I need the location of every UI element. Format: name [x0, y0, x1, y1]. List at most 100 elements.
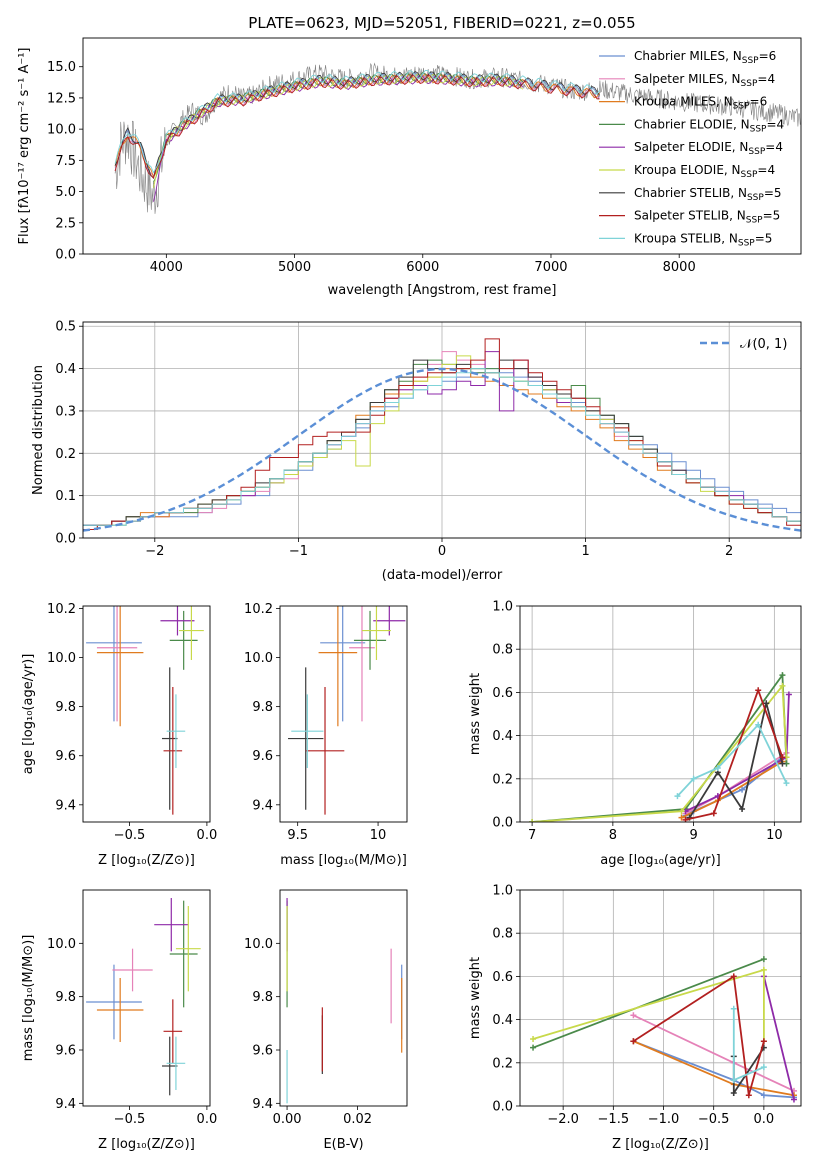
y-tick-label: 9.4	[252, 1097, 273, 1112]
weight-line	[532, 958, 765, 1049]
y-tick-label: 9.6	[55, 1044, 76, 1059]
weight-marker	[779, 672, 786, 679]
x-tick-label: 0.0	[197, 828, 218, 843]
weight-marker	[714, 765, 721, 771]
x-tick-label: 0	[438, 544, 446, 559]
model-spectrum-line	[153, 73, 524, 188]
weight-marker	[763, 700, 770, 707]
x-tick-label: 8	[609, 828, 617, 843]
age_vs_z-axes	[79, 608, 208, 826]
y-tick-label: 0.0	[55, 532, 76, 547]
age_vs_z-frame	[82, 605, 211, 823]
y-tick-label: 10.2	[244, 602, 273, 617]
age_vs_mass-frame	[279, 605, 408, 823]
y-tick-label: 10.0	[47, 123, 76, 138]
spectrum-frame	[82, 37, 802, 255]
mass_vs_z-points	[86, 898, 201, 1096]
weight-line	[632, 974, 765, 1096]
legend-label: Chabrier ELODIE, NSSP=4	[634, 117, 784, 134]
weight-line	[685, 687, 784, 821]
weight-marker	[755, 687, 762, 694]
y-tick-label: 7.5	[55, 154, 76, 169]
weight-marker	[730, 1090, 737, 1097]
weight-marker	[630, 1038, 637, 1045]
y-axis-label: mass [log₁₀(M/M⊙)]	[21, 935, 36, 1062]
weight-marker	[745, 1092, 752, 1099]
y-tick-label: 0.8	[492, 643, 513, 658]
residuals-axes	[79, 322, 801, 542]
y-tick-label: 9.8	[252, 700, 273, 715]
weight-marker	[760, 1064, 767, 1071]
y-tick-label: 5.0	[55, 185, 76, 200]
legend-label: Salpeter ELODIE, NSSP=4	[634, 140, 783, 157]
x-tick-label: 8000	[663, 260, 696, 275]
y-tick-label: 9.6	[252, 1044, 273, 1059]
legend-label: 𝒩(0, 1)	[740, 337, 787, 352]
weight-marker	[730, 973, 737, 980]
residuals-frame	[82, 321, 802, 539]
weight-marker	[779, 754, 786, 761]
legend-label: Salpeter MILES, NSSP=4	[634, 72, 775, 89]
y-tick-label: 9.8	[55, 990, 76, 1005]
y-tick-label: 0.8	[492, 927, 513, 942]
weight_vs_z-frame	[519, 889, 802, 1107]
x-tick-label: 0.00	[273, 1112, 302, 1127]
spectrum-lines	[114, 62, 801, 214]
legend-label: Salpeter STELIB, NSSP=5	[634, 209, 780, 226]
x-axis-label: Z [log₁₀(Z/Z⊙)]	[98, 1137, 195, 1152]
x-tick-label: −0.5	[114, 828, 146, 843]
y-tick-label: 0.4	[492, 1013, 513, 1028]
weight-marker	[739, 786, 746, 793]
weight-marker	[760, 1092, 767, 1099]
y-tick-label: 0.3	[55, 404, 76, 419]
weight-marker	[730, 1005, 737, 1012]
histogram-step-line	[83, 368, 801, 526]
weight-marker	[678, 808, 685, 815]
y-tick-label: 0.0	[492, 816, 513, 831]
y-tick-label: 9.8	[252, 990, 273, 1005]
model-spectrum-line	[114, 73, 600, 178]
y-tick-label: 15.0	[47, 60, 76, 75]
x-tick-label: 9	[689, 828, 697, 843]
x-tick-label: −1.0	[648, 1112, 680, 1127]
weight-marker	[530, 1044, 537, 1051]
y-tick-label: 10.0	[47, 651, 76, 666]
legend-label: Chabrier MILES, NSSP=6	[634, 49, 776, 66]
weight-marker	[760, 956, 767, 963]
y-tick-label: 9.4	[55, 1097, 76, 1112]
y-axis-label: mass weight	[468, 673, 483, 755]
y-tick-label: 0.1	[55, 489, 76, 504]
y-tick-label: 9.4	[55, 798, 76, 813]
x-axis-label: mass [log₁₀(M/M⊙)]	[280, 853, 407, 868]
y-tick-label: 1.0	[492, 884, 513, 899]
y-tick-label: 10.2	[47, 602, 76, 617]
x-tick-label: 0.02	[343, 1112, 372, 1127]
age_vs_z-points	[86, 606, 204, 815]
x-tick-label: 4000	[150, 260, 183, 275]
x-axis-label: (data-model)/error	[382, 568, 503, 583]
weight_vs_age-frame	[519, 605, 802, 823]
x-tick-label: 1	[581, 544, 589, 559]
x-axis-label: E(B-V)	[323, 1137, 363, 1152]
y-tick-label: 0.6	[492, 686, 513, 701]
x-tick-label: −1	[289, 544, 308, 559]
y-axis-label: Normed distribution	[31, 365, 46, 495]
weight-marker	[790, 1096, 797, 1103]
weight-line	[532, 672, 788, 822]
x-tick-label: 9.5	[287, 828, 308, 843]
x-tick-label: −1.5	[598, 1112, 630, 1127]
y-axis-label: mass weight	[468, 957, 483, 1039]
x-tick-label: 10	[766, 828, 783, 843]
y-tick-label: 0.2	[492, 1056, 513, 1071]
x-tick-label: −0.5	[698, 1112, 730, 1127]
mass_vs_ebv-points	[286, 898, 403, 1104]
age_vs_mass-axes	[276, 608, 379, 826]
y-axis-label: Flux [fλ10⁻¹⁷ erg cm⁻² s⁻¹ A⁻¹]	[17, 48, 32, 245]
legend-label: Kroupa MILES, NSSP=6	[634, 95, 767, 112]
x-tick-label: −0.5	[114, 1112, 146, 1127]
x-tick-label: 5000	[278, 260, 311, 275]
x-tick-label: −2	[145, 544, 164, 559]
weight-marker	[755, 721, 762, 728]
mass_vs_ebv-axes	[276, 942, 359, 1110]
